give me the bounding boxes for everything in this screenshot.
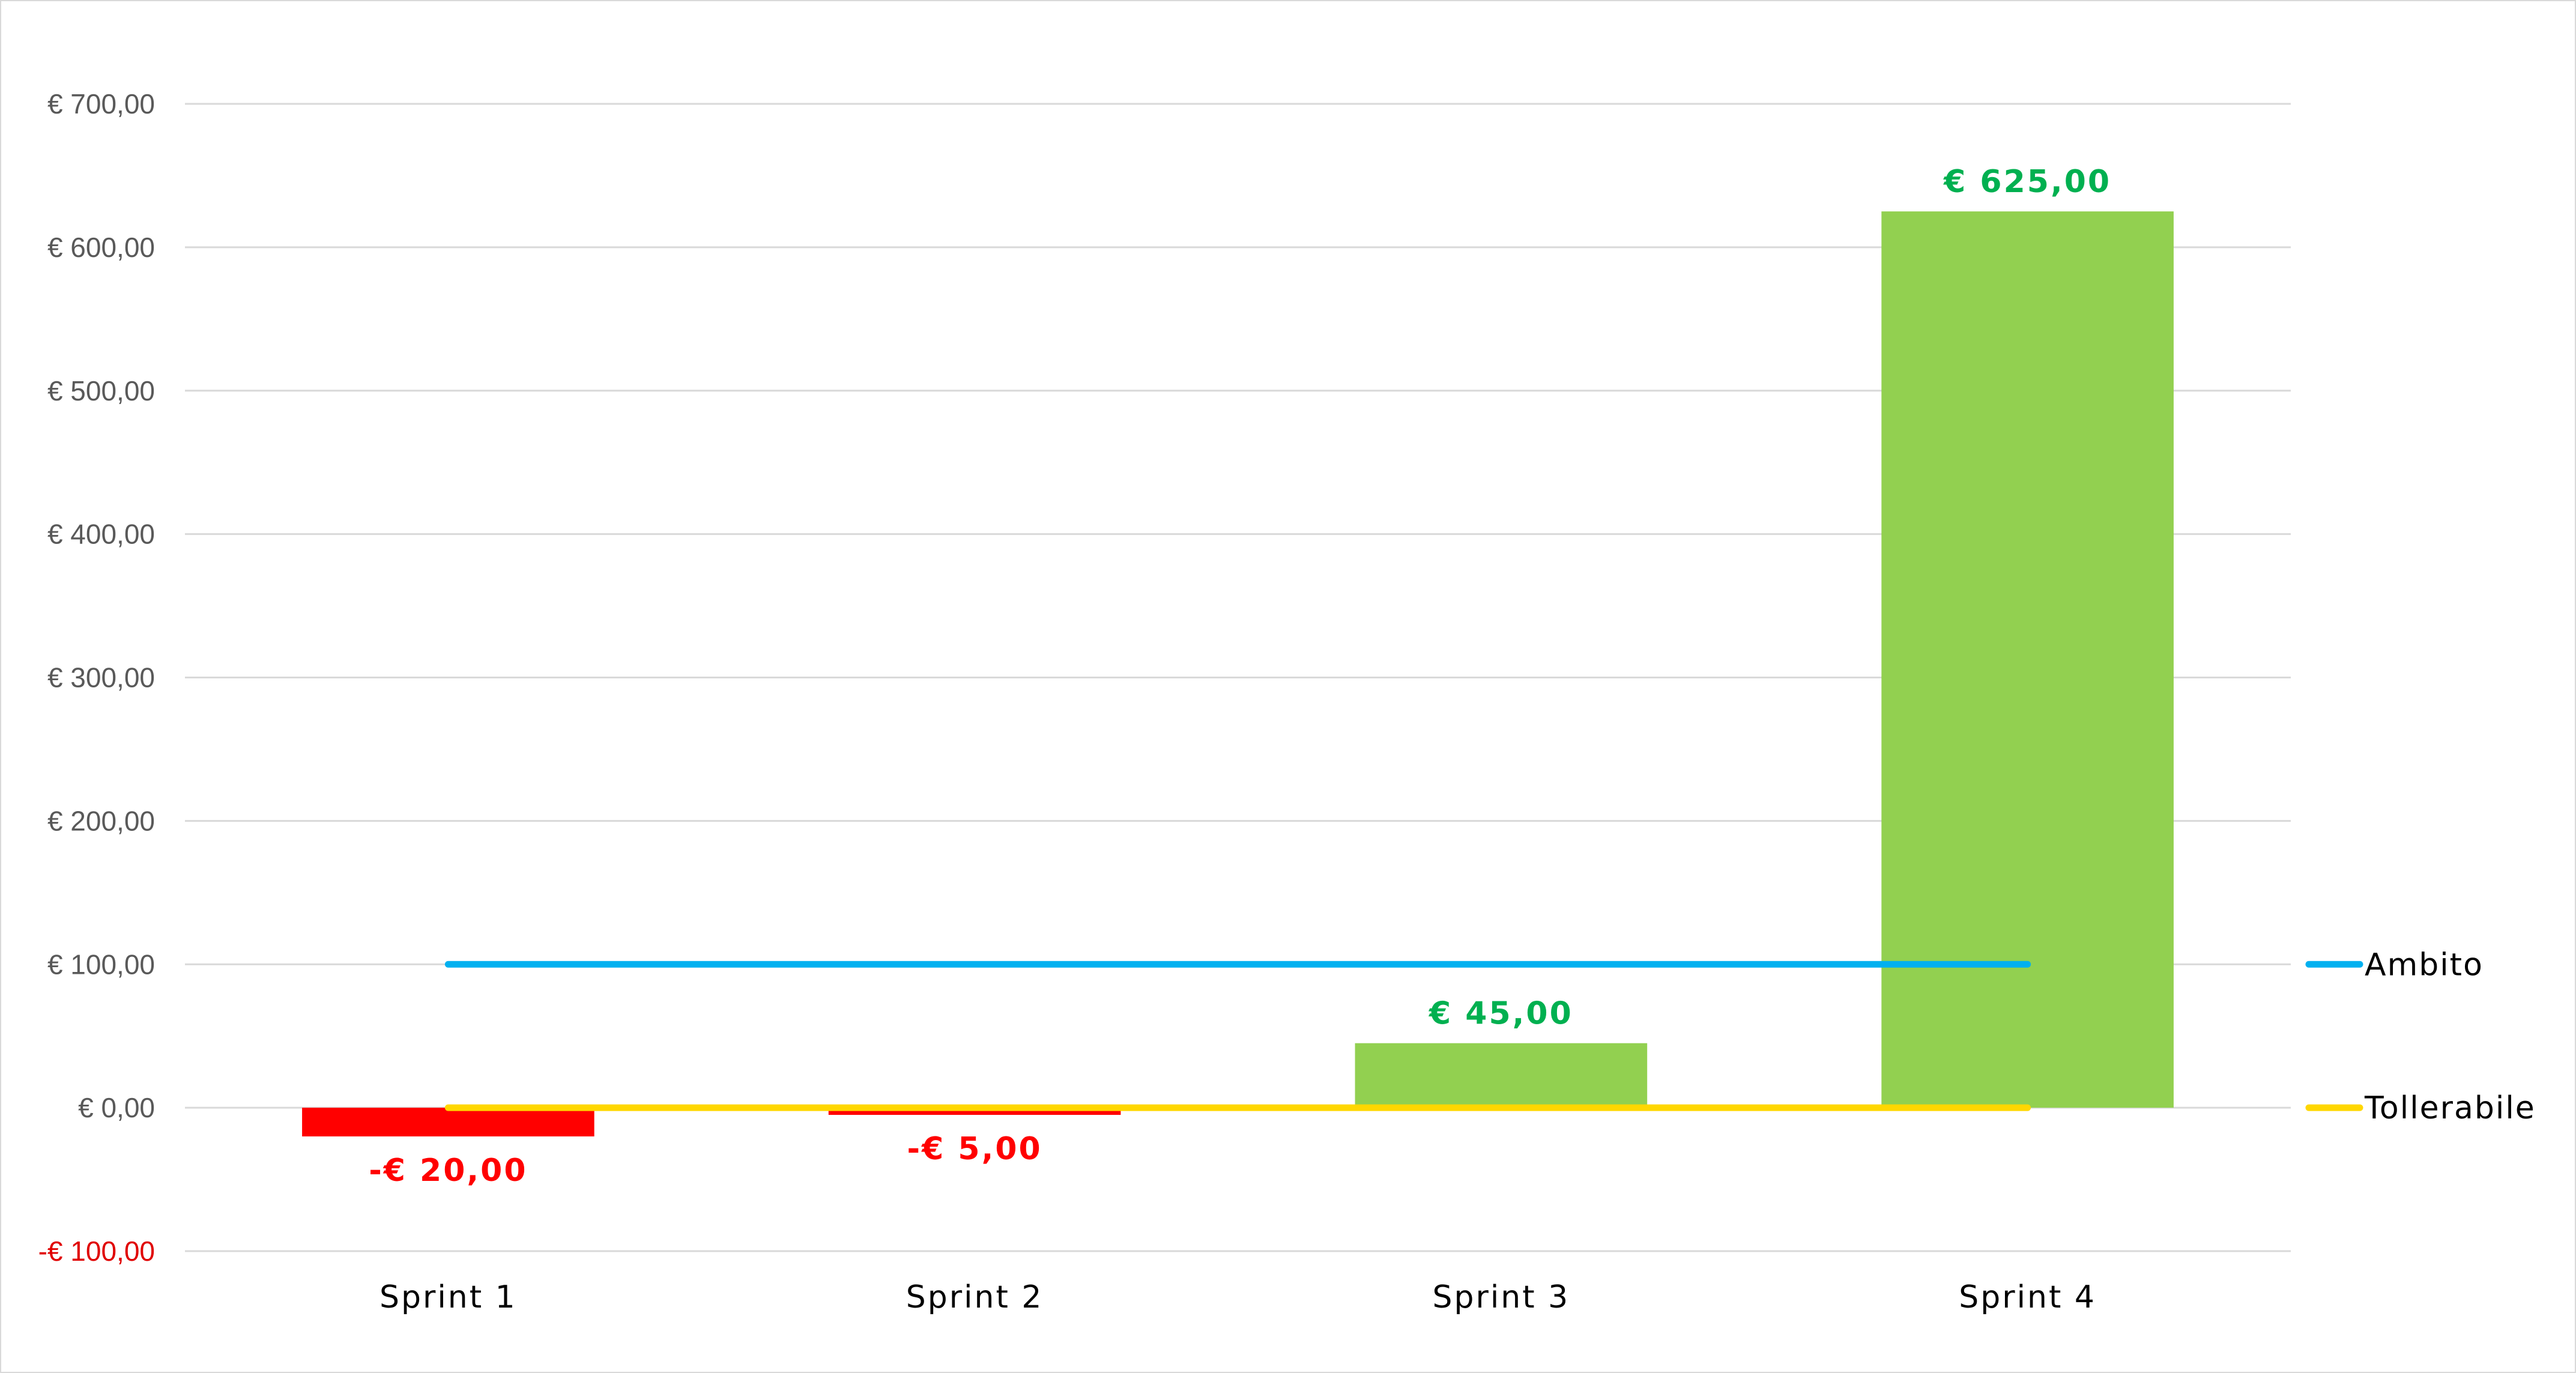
y-axis-ticks: -€ 100,00 € 0,00 € 100,00 € 200,00 € 300,00 €…: [38, 88, 155, 1267]
x-tick-label: Sprint 1: [379, 1279, 517, 1315]
x-axis-ticks: Sprint 1 Sprint 2 Sprint 3 Sprint 4: [379, 1279, 2096, 1315]
reference-lines: [444, 961, 2031, 1111]
y-tick-label: -€ 100,00: [38, 1236, 155, 1267]
data-label: -€ 5,00: [907, 1131, 1042, 1167]
bar: [1355, 1043, 1648, 1108]
bar: [828, 1108, 1121, 1115]
x-tick-label: Sprint 2: [906, 1279, 1044, 1315]
x-tick-label: Sprint 3: [1432, 1279, 1570, 1315]
data-label: € 45,00: [1429, 996, 1573, 1032]
y-tick-label: € 400,00: [47, 519, 155, 550]
bar: [1881, 211, 2174, 1108]
data-labels: -€ 20,00 -€ 5,00 € 45,00 € 625,00: [369, 164, 2111, 1189]
bars: [302, 211, 2174, 1136]
x-tick-label: Sprint 4: [1959, 1279, 2096, 1315]
y-tick-label: € 500,00: [47, 375, 155, 406]
y-tick-label: € 0,00: [78, 1092, 155, 1123]
bar: [302, 1108, 594, 1136]
legend-entry: Tollerabile: [2364, 1090, 2536, 1126]
legend-entry: Ambito: [2365, 947, 2484, 983]
legend: Ambito Tollerabile: [2305, 947, 2536, 1126]
data-label: € 625,00: [1943, 164, 2111, 200]
y-tick-label: € 100,00: [47, 949, 155, 980]
y-tick-label: € 200,00: [47, 805, 155, 836]
data-label: -€ 20,00: [369, 1153, 527, 1189]
y-tick-label: € 300,00: [47, 662, 155, 693]
y-tick-label: € 700,00: [47, 88, 155, 119]
y-tick-label: € 600,00: [47, 232, 155, 263]
